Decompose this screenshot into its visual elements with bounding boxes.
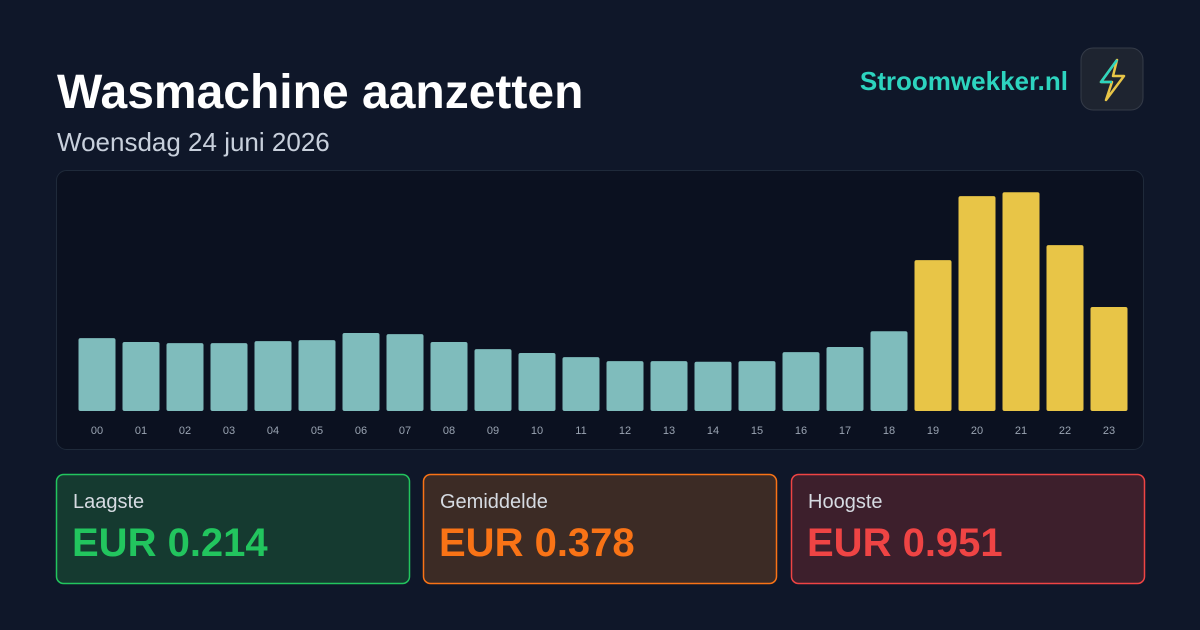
bolt-accent	[1099, 59, 1119, 84]
icon-box	[1080, 47, 1144, 111]
bar	[650, 361, 688, 411]
bar	[210, 343, 248, 411]
stat-card	[55, 473, 411, 585]
x-tick-label: 18	[883, 425, 895, 437]
x-tick-label: 16	[795, 425, 807, 437]
x-tick-label: 14	[707, 425, 719, 437]
x-tick-label: 20	[971, 425, 983, 437]
bar	[826, 347, 864, 411]
x-tick-label: 21	[1015, 425, 1027, 437]
bar	[430, 342, 468, 411]
bar	[166, 343, 204, 411]
stat-card	[790, 473, 1146, 585]
title: Wasmachine aanzetten	[57, 66, 583, 119]
brand-icon	[1080, 47, 1144, 111]
stat-value: EUR 0.214	[72, 521, 268, 565]
x-tick-label: 07	[399, 425, 411, 437]
x-tick-label: 10	[531, 425, 543, 437]
x-tick-label: 02	[179, 425, 191, 437]
x-tick-label: 08	[443, 425, 455, 437]
x-tick-label: 17	[839, 425, 851, 437]
bar	[78, 338, 116, 411]
stat-value: EUR 0.951	[807, 521, 1003, 565]
x-tick-label: 06	[355, 425, 367, 437]
x-tick-label: 09	[487, 425, 499, 437]
stat-card	[422, 473, 778, 585]
bar	[738, 361, 776, 411]
bar	[518, 353, 556, 411]
bar	[1090, 307, 1128, 411]
bar	[1002, 192, 1040, 411]
x-tick-label: 13	[663, 425, 675, 437]
bar	[1046, 245, 1084, 411]
x-tick-label: 04	[267, 425, 279, 437]
bar	[474, 349, 512, 411]
x-tick-label: 01	[135, 425, 147, 437]
bar	[606, 361, 644, 411]
x-tick-label: 03	[223, 425, 235, 437]
x-tick-label: 22	[1059, 425, 1071, 437]
bar	[298, 340, 336, 411]
x-tick-label: 23	[1103, 425, 1115, 437]
bar	[958, 196, 996, 411]
x-tick-label: 19	[927, 425, 939, 437]
x-tick-label: 05	[311, 425, 323, 437]
stat-label: Gemiddelde	[440, 491, 548, 513]
subtitle: Woensdag 24 juni 2026	[57, 127, 330, 157]
bar	[122, 342, 160, 411]
brand: Stroomwekker.nl	[860, 66, 1068, 96]
stat-label: Laagste	[73, 491, 144, 513]
stat-value: EUR 0.378	[439, 521, 635, 565]
stat-label: Hoogste	[808, 491, 883, 513]
bar	[342, 333, 380, 411]
bar	[254, 341, 292, 411]
bar	[870, 331, 908, 411]
x-tick-label: 15	[751, 425, 763, 437]
x-tick-label: 12	[619, 425, 631, 437]
bar	[914, 260, 952, 411]
bar	[386, 334, 424, 411]
x-tick-label: 11	[575, 425, 586, 437]
x-tick-label: 00	[91, 425, 103, 437]
bar	[694, 361, 732, 411]
bar	[562, 357, 600, 411]
bar	[782, 352, 820, 411]
